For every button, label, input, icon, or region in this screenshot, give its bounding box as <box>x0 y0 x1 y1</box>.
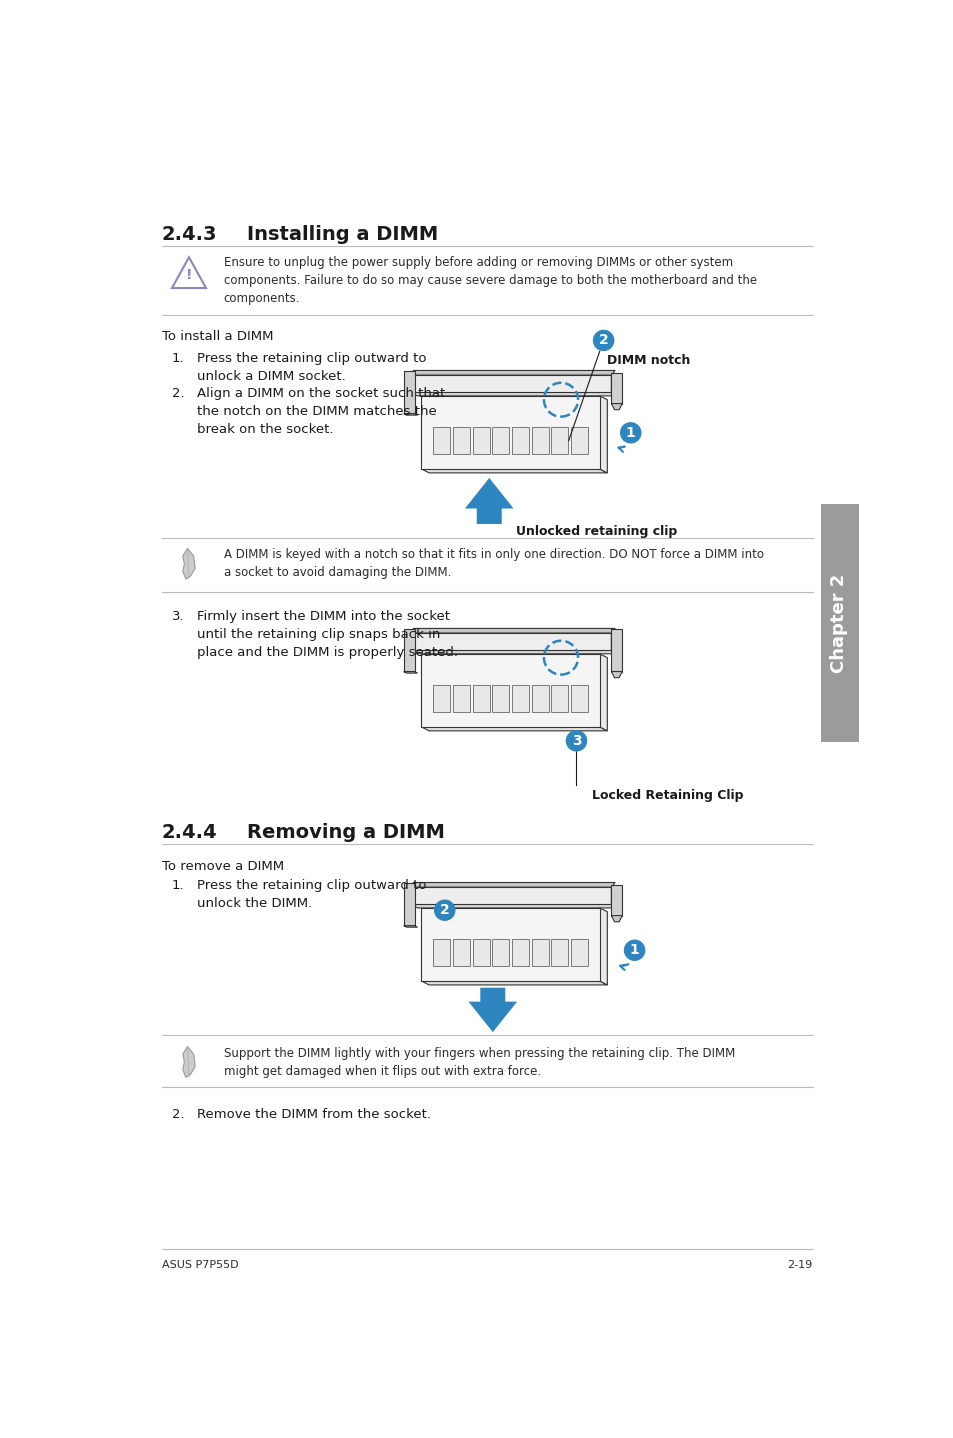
Polygon shape <box>611 372 621 404</box>
Polygon shape <box>403 630 415 672</box>
Polygon shape <box>421 654 599 728</box>
Circle shape <box>624 940 644 961</box>
Text: Press the retaining clip outward to
unlock a DIMM socket.: Press the retaining clip outward to unlo… <box>196 352 426 383</box>
FancyBboxPatch shape <box>472 939 489 966</box>
FancyBboxPatch shape <box>531 427 548 453</box>
FancyBboxPatch shape <box>531 684 548 712</box>
FancyArrowPatch shape <box>464 477 513 523</box>
Polygon shape <box>421 469 607 473</box>
Text: ASUS P7P55D: ASUS P7P55D <box>162 1260 238 1270</box>
FancyBboxPatch shape <box>571 427 587 453</box>
Polygon shape <box>421 981 607 985</box>
FancyBboxPatch shape <box>472 427 489 453</box>
Text: Support the DIMM lightly with your fingers when pressing the retaining clip. The: Support the DIMM lightly with your finge… <box>224 1047 735 1077</box>
Polygon shape <box>611 630 621 672</box>
Text: Unlocked retaining clip: Unlocked retaining clip <box>516 525 677 538</box>
Text: To install a DIMM: To install a DIMM <box>162 331 274 344</box>
Text: DIMM notch: DIMM notch <box>607 354 690 367</box>
Text: To remove a DIMM: To remove a DIMM <box>162 860 284 873</box>
Polygon shape <box>403 371 415 414</box>
Text: Firmly insert the DIMM into the socket
until the retaining clip snaps back in
pl: Firmly insert the DIMM into the socket u… <box>196 610 457 659</box>
Polygon shape <box>410 393 618 395</box>
Polygon shape <box>183 548 195 580</box>
Polygon shape <box>410 633 611 650</box>
Polygon shape <box>421 907 599 981</box>
FancyBboxPatch shape <box>512 939 529 966</box>
Text: 3.: 3. <box>172 610 184 623</box>
Polygon shape <box>421 395 599 469</box>
Polygon shape <box>410 628 615 633</box>
Text: 1.: 1. <box>172 352 184 365</box>
Circle shape <box>435 900 455 920</box>
Circle shape <box>566 731 586 751</box>
FancyBboxPatch shape <box>551 939 568 966</box>
Text: Press the retaining clip outward to
unlock the DIMM.: Press the retaining clip outward to unlo… <box>196 880 426 910</box>
FancyBboxPatch shape <box>492 939 509 966</box>
Text: Installing a DIMM: Installing a DIMM <box>247 224 438 244</box>
Text: 2.4.3: 2.4.3 <box>162 224 217 244</box>
Text: Remove the DIMM from the socket.: Remove the DIMM from the socket. <box>196 1109 431 1122</box>
FancyArrowPatch shape <box>468 988 517 1032</box>
Text: 1.: 1. <box>172 880 184 893</box>
Text: Chapter 2: Chapter 2 <box>829 574 847 673</box>
FancyBboxPatch shape <box>433 427 450 453</box>
FancyBboxPatch shape <box>820 503 858 742</box>
FancyBboxPatch shape <box>551 427 568 453</box>
Polygon shape <box>410 650 618 654</box>
Circle shape <box>593 331 613 351</box>
Polygon shape <box>611 884 621 916</box>
FancyBboxPatch shape <box>453 427 470 453</box>
Polygon shape <box>410 375 611 393</box>
Polygon shape <box>403 883 415 926</box>
Polygon shape <box>599 395 607 473</box>
Polygon shape <box>599 654 607 731</box>
Text: 2.4.4: 2.4.4 <box>162 823 217 843</box>
Text: 2-19: 2-19 <box>787 1260 812 1270</box>
FancyBboxPatch shape <box>453 684 470 712</box>
Polygon shape <box>599 907 607 985</box>
Text: 1: 1 <box>629 943 639 958</box>
Polygon shape <box>410 887 611 905</box>
Text: 2.: 2. <box>172 387 184 400</box>
Polygon shape <box>611 633 618 654</box>
Text: Locked Retaining Clip: Locked Retaining Clip <box>592 788 742 801</box>
Text: 1: 1 <box>625 426 635 440</box>
FancyBboxPatch shape <box>571 939 587 966</box>
Polygon shape <box>421 728 607 731</box>
Text: 3: 3 <box>571 733 580 748</box>
FancyBboxPatch shape <box>492 427 509 453</box>
Text: !: ! <box>186 267 193 282</box>
Text: 2: 2 <box>598 334 608 348</box>
Text: 2.: 2. <box>172 1109 184 1122</box>
Polygon shape <box>410 883 615 887</box>
Polygon shape <box>183 1047 195 1077</box>
Polygon shape <box>403 414 417 416</box>
FancyBboxPatch shape <box>433 684 450 712</box>
Polygon shape <box>172 257 206 288</box>
FancyBboxPatch shape <box>492 684 509 712</box>
Text: A DIMM is keyed with a notch so that it fits in only one direction. DO NOT force: A DIMM is keyed with a notch so that it … <box>224 548 763 580</box>
Text: Align a DIMM on the socket such that
the notch on the DIMM matches the
break on : Align a DIMM on the socket such that the… <box>196 387 444 436</box>
Circle shape <box>620 423 640 443</box>
Polygon shape <box>611 887 618 907</box>
Polygon shape <box>611 672 621 677</box>
Text: Ensure to unplug the power supply before adding or removing DIMMs or other syste: Ensure to unplug the power supply before… <box>224 256 757 305</box>
FancyBboxPatch shape <box>571 684 587 712</box>
Polygon shape <box>611 916 621 922</box>
Polygon shape <box>611 404 621 410</box>
FancyBboxPatch shape <box>531 939 548 966</box>
FancyBboxPatch shape <box>512 427 529 453</box>
Text: 2: 2 <box>439 903 449 917</box>
FancyBboxPatch shape <box>433 939 450 966</box>
Polygon shape <box>403 926 417 928</box>
FancyBboxPatch shape <box>453 939 470 966</box>
FancyBboxPatch shape <box>551 684 568 712</box>
FancyBboxPatch shape <box>472 684 489 712</box>
FancyBboxPatch shape <box>512 684 529 712</box>
Polygon shape <box>410 371 615 375</box>
Polygon shape <box>403 672 417 673</box>
Polygon shape <box>611 375 618 395</box>
Polygon shape <box>410 905 618 907</box>
Text: Removing a DIMM: Removing a DIMM <box>247 823 444 843</box>
